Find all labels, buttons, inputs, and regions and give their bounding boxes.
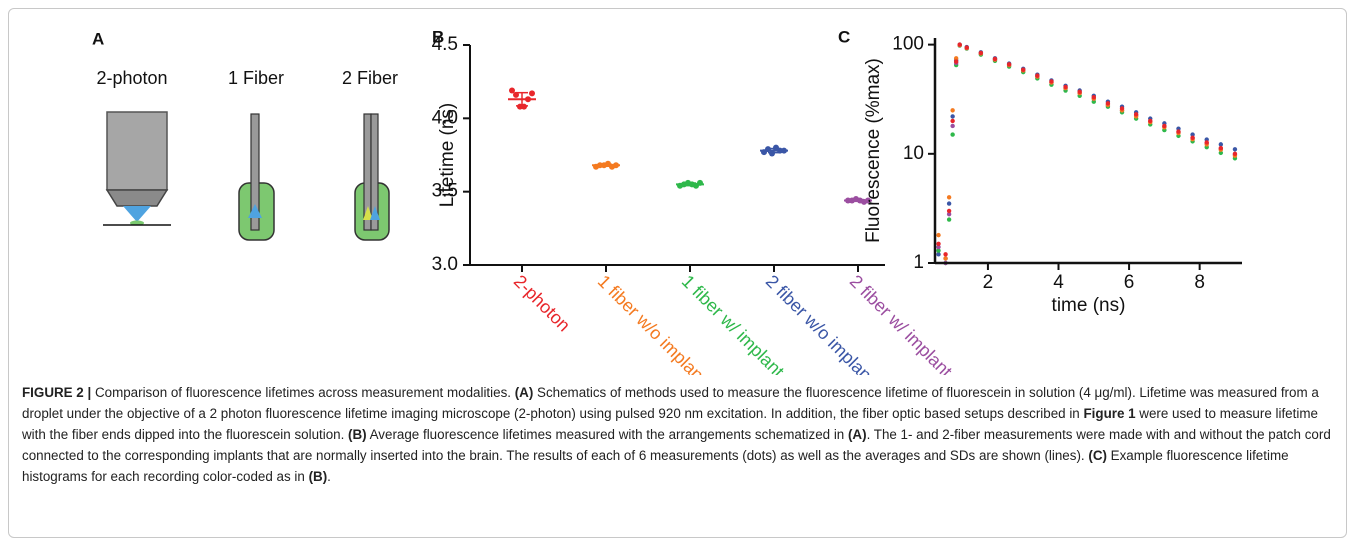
- caption-text: Schematics of methods used to measure th…: [22, 385, 1319, 421]
- caption-text: . The 1- and 2-fiber measurements were m…: [22, 427, 1331, 463]
- caption-text: .: [327, 469, 331, 484]
- x-tick-label: 2: [983, 272, 994, 293]
- data-dot: [521, 103, 527, 110]
- data-dot: [529, 90, 535, 97]
- caption-bold: (A): [847, 427, 867, 442]
- data-point: [1091, 94, 1096, 100]
- y-tick-label: 4.5: [432, 34, 458, 55]
- data-point: [1091, 99, 1096, 104]
- data-point: [1049, 79, 1054, 84]
- caption-text: were used to measure lifetime with the f…: [22, 406, 1318, 442]
- caption-bold: (A): [514, 385, 534, 400]
- data-point: [946, 217, 952, 222]
- data-point: [950, 118, 955, 124]
- data-point: [964, 45, 969, 50]
- data-point: [1218, 142, 1224, 147]
- data-point: [950, 108, 955, 113]
- panel-label: C: [838, 27, 850, 46]
- caption-bold: (C): [1088, 448, 1107, 463]
- y-tick-label: 4.0: [432, 107, 458, 128]
- data-point: [1162, 123, 1167, 129]
- fiber-schematic: [238, 113, 275, 241]
- data-point: [936, 248, 941, 253]
- figure: A 2-photon 1 Fiber 2 Fiber B Lifetime (ns…: [92, 27, 1242, 375]
- data-point: [950, 114, 955, 119]
- data-point: [936, 252, 941, 257]
- panel-label: B: [432, 27, 444, 46]
- data-point: [1119, 106, 1125, 111]
- x-tick-label: 2-photon: [510, 271, 574, 335]
- data-point: [1190, 132, 1195, 137]
- data-point: [1204, 140, 1209, 145]
- x-tick-label: 8: [1194, 272, 1205, 293]
- data-point: [936, 244, 941, 250]
- data-point: [1232, 147, 1238, 152]
- data-point: [978, 50, 984, 56]
- data-point: [943, 256, 948, 261]
- x-tick-label: 6: [1124, 272, 1135, 293]
- data-point: [1077, 89, 1082, 94]
- data-point: [1190, 135, 1195, 141]
- data-dot: [769, 150, 775, 157]
- data-point: [1176, 129, 1181, 134]
- caption-text: Example fluorescence lifetime histograms…: [22, 448, 1289, 484]
- data-dot: [865, 197, 871, 204]
- data-dot: [525, 96, 531, 103]
- data-dot: [613, 162, 619, 169]
- data-point: [1218, 150, 1224, 156]
- caption-text: Comparison of fluorescence lifetimes acr…: [94, 385, 515, 400]
- data-point: [1021, 67, 1026, 72]
- panel-label: A: [92, 29, 104, 48]
- data-point: [1232, 151, 1238, 157]
- y-tick-label: 3.0: [432, 254, 458, 275]
- caption-bold: FIGURE 2 |: [22, 385, 95, 400]
- data-dot: [765, 146, 771, 153]
- data-point: [936, 232, 941, 238]
- data-point: [1218, 145, 1224, 151]
- data-point: [1063, 84, 1068, 90]
- x-axis-title: time (ns): [1052, 295, 1126, 316]
- data-point: [936, 241, 941, 246]
- y-tick-label: 100: [892, 34, 924, 55]
- caption-text: Average fluorescence lifetimes measured …: [366, 427, 848, 442]
- data-point: [946, 201, 952, 206]
- method-label: 2 Fiber: [342, 68, 398, 88]
- y-tick-label: 3.5: [432, 181, 458, 202]
- data-point: [950, 123, 955, 129]
- data-point: [953, 59, 959, 64]
- x-tick-label: 4: [1053, 272, 1064, 293]
- figure-frame: [8, 8, 1347, 538]
- data-point: [1133, 112, 1139, 117]
- fiber-schematic: [354, 113, 390, 241]
- method-label: 1 Fiber: [228, 68, 284, 88]
- y-axis-title: Fluorescence (%max): [863, 58, 884, 243]
- method-label: 2-photon: [96, 68, 167, 88]
- objective-schematic: [103, 111, 171, 226]
- data-dot: [513, 91, 519, 98]
- data-point: [946, 208, 952, 214]
- y-tick-label: 1: [913, 252, 924, 273]
- data-point: [943, 252, 948, 257]
- data-point: [1035, 73, 1040, 78]
- caption-bold: (B): [308, 469, 328, 484]
- data-point: [953, 56, 959, 61]
- caption-bold: (B): [348, 427, 367, 442]
- data-point: [1148, 118, 1153, 124]
- y-axis-title: Lifetime (ns): [437, 103, 458, 208]
- data-dot: [697, 179, 703, 186]
- data-dot: [781, 147, 787, 154]
- data-point: [1105, 101, 1111, 106]
- data-point: [950, 132, 955, 137]
- data-point: [946, 211, 952, 217]
- data-point: [992, 56, 998, 62]
- caption-bold: Figure 1: [1083, 406, 1136, 421]
- data-dot: [509, 87, 515, 94]
- y-tick-label: 10: [903, 143, 924, 164]
- data-point: [946, 195, 952, 200]
- figure-caption: FIGURE 2 | Comparison of fluorescence li…: [22, 382, 1337, 487]
- data-point: [957, 42, 962, 47]
- data-point: [1006, 62, 1012, 67]
